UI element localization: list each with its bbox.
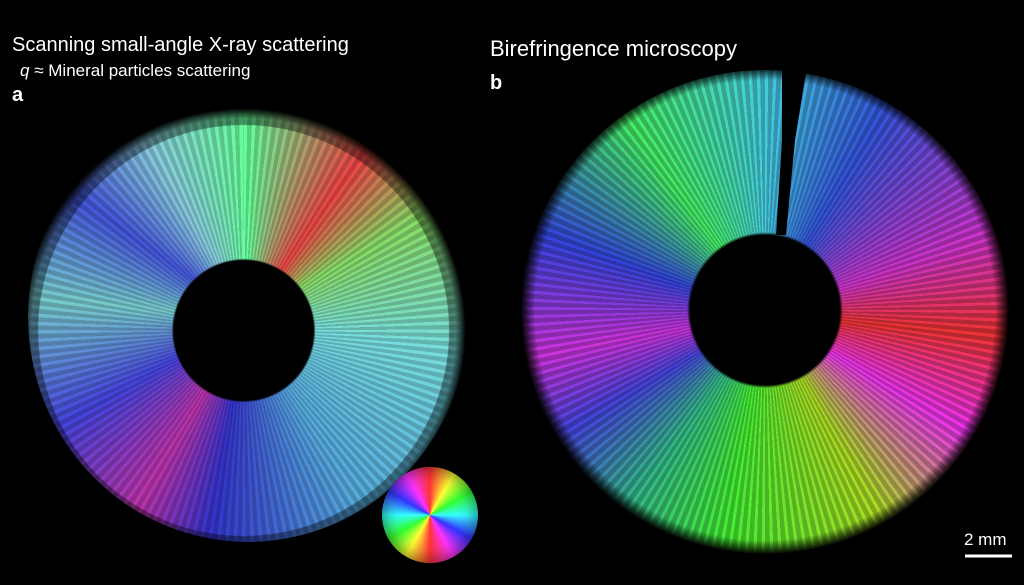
crack [776,60,808,235]
scale-bar-label: 2 mm [964,530,1007,549]
panel-b-title: Birefringence microscopy [490,36,737,61]
birefringence-ring [520,70,1010,560]
saxs-texture [28,92,468,542]
panel-a-subtitle: q ≈ Mineral particles scattering [20,61,250,81]
orientation-color-wheel [382,467,478,563]
panel-a-title: Scanning small-angle X-ray scattering [12,34,349,56]
saxs-ring [28,92,468,542]
q-symbol: q [20,61,30,80]
panel-a-label: a [12,84,24,106]
birefringence-texture [520,70,1010,560]
panel-b-label: b [490,72,503,94]
subtitle-text: ≈ Mineral particles scattering [34,61,251,80]
